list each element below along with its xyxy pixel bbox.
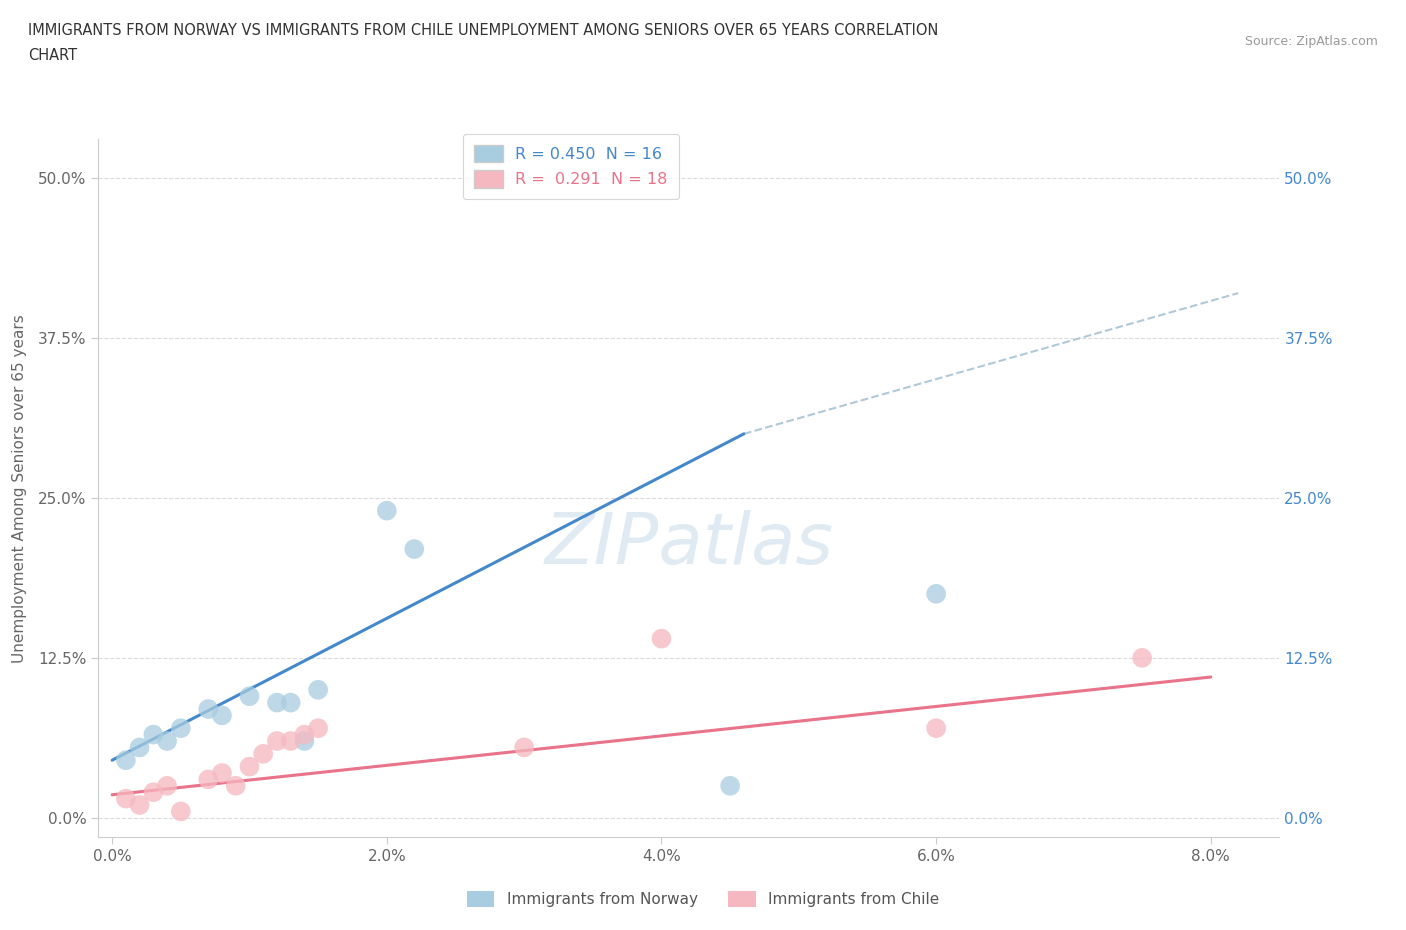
Point xyxy=(128,798,150,813)
Point xyxy=(238,759,260,774)
Point xyxy=(225,778,247,793)
Point xyxy=(238,689,260,704)
Point xyxy=(650,631,672,646)
Point xyxy=(718,778,741,793)
Point xyxy=(266,734,288,749)
Point xyxy=(156,778,179,793)
Point xyxy=(142,785,165,800)
Y-axis label: Unemployment Among Seniors over 65 years: Unemployment Among Seniors over 65 years xyxy=(13,314,27,662)
Point xyxy=(925,587,948,602)
Point xyxy=(197,772,219,787)
Point xyxy=(170,804,193,818)
Text: Source: ZipAtlas.com: Source: ZipAtlas.com xyxy=(1244,35,1378,48)
Text: CHART: CHART xyxy=(28,48,77,63)
Point xyxy=(128,740,150,755)
Point xyxy=(280,696,302,711)
Point xyxy=(1130,650,1153,665)
Point xyxy=(266,696,288,711)
Point xyxy=(170,721,193,736)
Point xyxy=(294,734,316,749)
Point xyxy=(307,683,329,698)
Point xyxy=(375,503,398,518)
Point xyxy=(252,747,274,762)
Point xyxy=(513,740,536,755)
Point xyxy=(115,791,138,806)
Point xyxy=(925,721,948,736)
Point xyxy=(156,734,179,749)
Point xyxy=(294,727,316,742)
Text: ZIPatlas: ZIPatlas xyxy=(544,510,834,578)
Legend: Immigrants from Norway, Immigrants from Chile: Immigrants from Norway, Immigrants from … xyxy=(461,884,945,913)
Point xyxy=(211,765,233,780)
Point xyxy=(115,752,138,767)
Legend: R = 0.450  N = 16, R =  0.291  N = 18: R = 0.450 N = 16, R = 0.291 N = 18 xyxy=(463,134,679,199)
Point xyxy=(404,541,426,556)
Point xyxy=(307,721,329,736)
Point xyxy=(142,727,165,742)
Text: IMMIGRANTS FROM NORWAY VS IMMIGRANTS FROM CHILE UNEMPLOYMENT AMONG SENIORS OVER : IMMIGRANTS FROM NORWAY VS IMMIGRANTS FRO… xyxy=(28,23,938,38)
Point xyxy=(211,708,233,723)
Point xyxy=(280,734,302,749)
Point xyxy=(197,701,219,716)
